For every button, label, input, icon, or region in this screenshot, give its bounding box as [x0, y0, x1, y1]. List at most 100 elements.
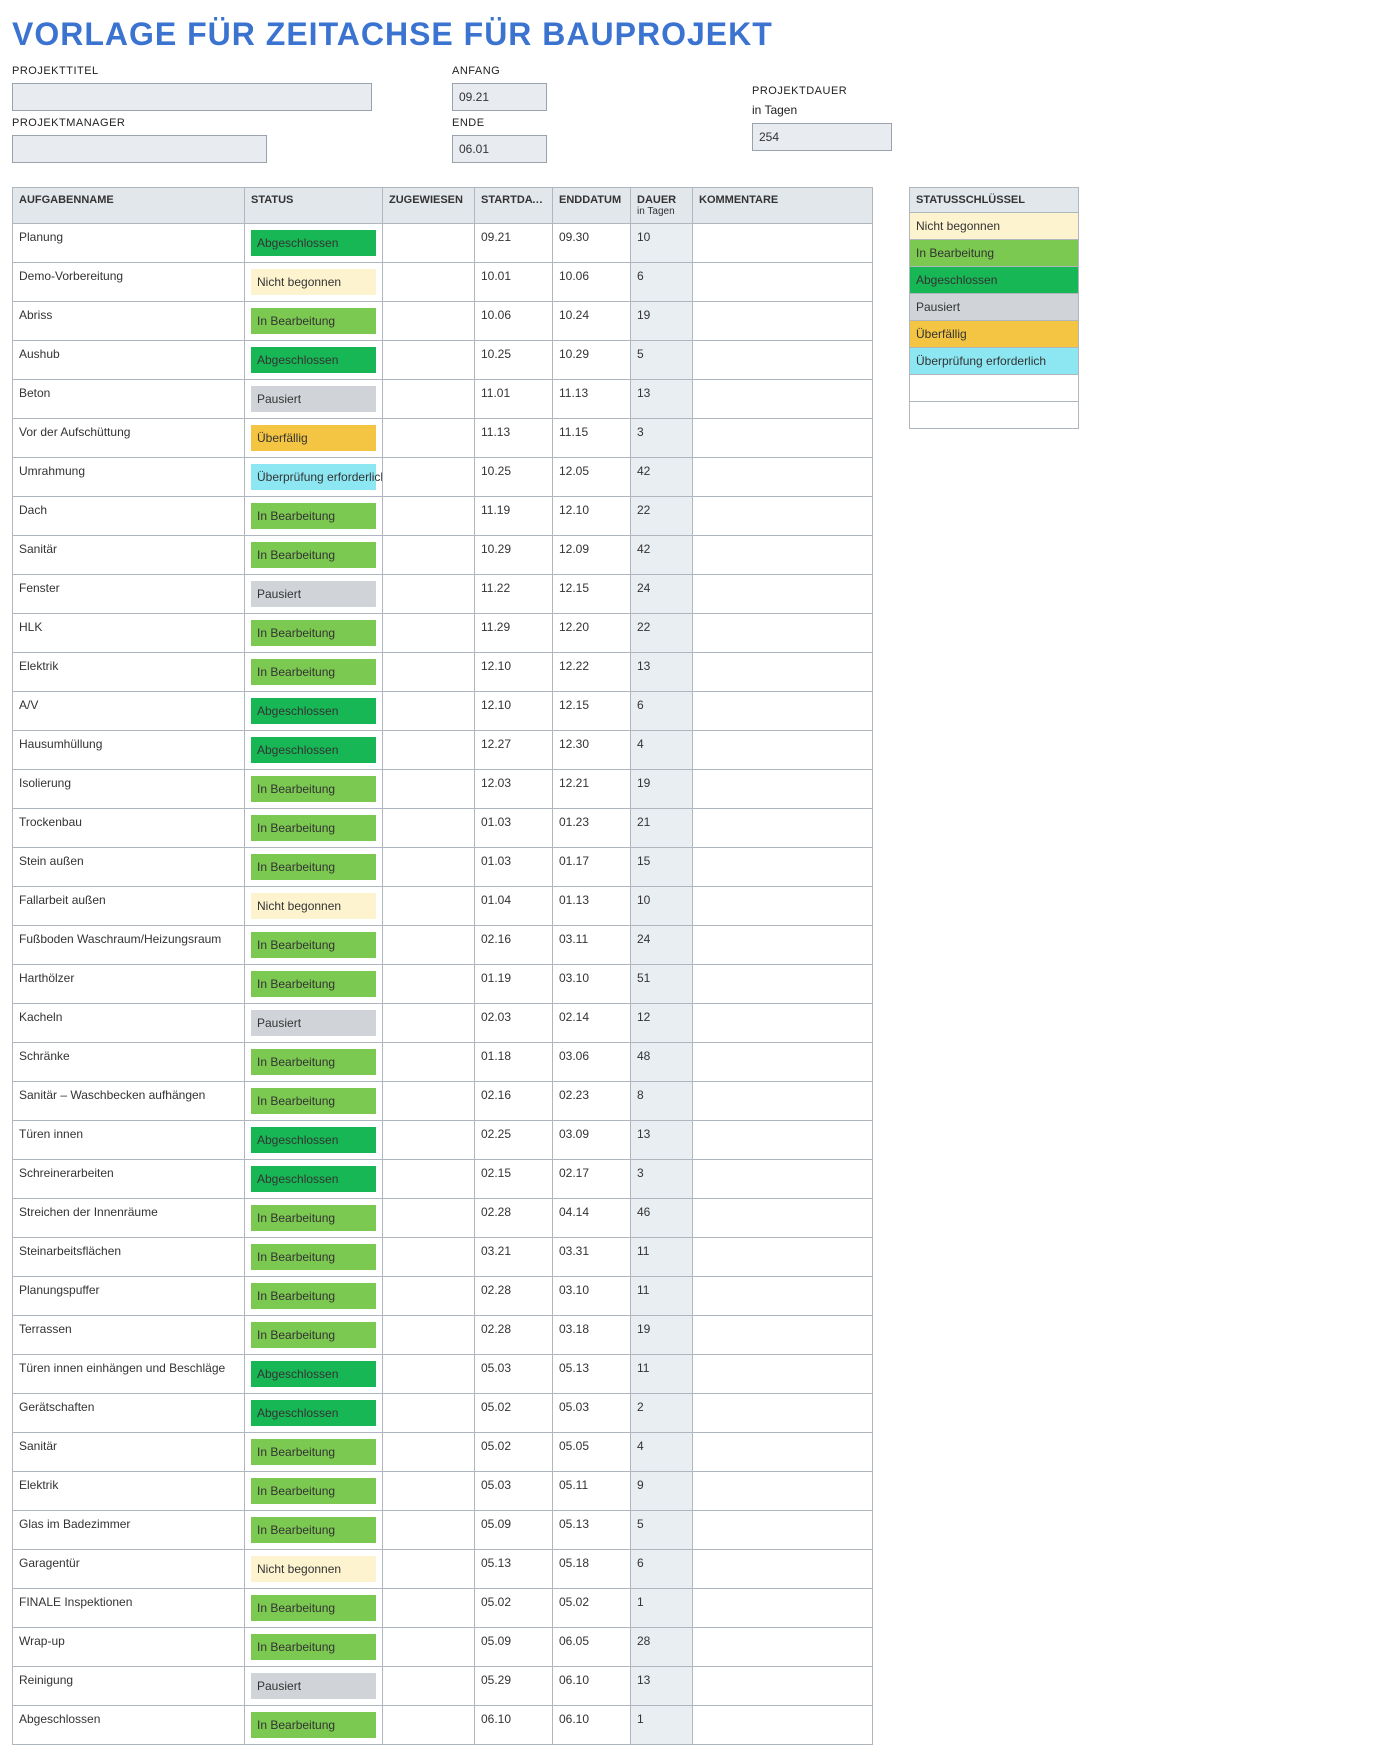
- task-comments[interactable]: [693, 848, 873, 887]
- task-start[interactable]: 05.09: [475, 1511, 553, 1550]
- task-comments[interactable]: [693, 380, 873, 419]
- task-end[interactable]: 05.03: [553, 1394, 631, 1433]
- task-end[interactable]: 06.05: [553, 1628, 631, 1667]
- task-name[interactable]: Streichen der Innenräume: [13, 1199, 245, 1238]
- task-start[interactable]: 02.15: [475, 1160, 553, 1199]
- task-assigned[interactable]: [383, 536, 475, 575]
- task-name[interactable]: Sanitär: [13, 1433, 245, 1472]
- task-assigned[interactable]: [383, 458, 475, 497]
- task-comments[interactable]: [693, 575, 873, 614]
- task-status[interactable]: In Bearbeitung: [245, 770, 383, 809]
- task-status[interactable]: In Bearbeitung: [245, 1433, 383, 1472]
- project-manager-input[interactable]: [12, 135, 267, 163]
- end-input[interactable]: 06.01: [452, 135, 547, 163]
- task-assigned[interactable]: [383, 1160, 475, 1199]
- task-assigned[interactable]: [383, 692, 475, 731]
- task-start[interactable]: 02.28: [475, 1199, 553, 1238]
- task-start[interactable]: 05.02: [475, 1433, 553, 1472]
- task-name[interactable]: Elektrik: [13, 653, 245, 692]
- task-end[interactable]: 05.05: [553, 1433, 631, 1472]
- task-comments[interactable]: [693, 1433, 873, 1472]
- task-status[interactable]: Nicht begonnen: [245, 1550, 383, 1589]
- task-end[interactable]: 03.11: [553, 926, 631, 965]
- task-status[interactable]: In Bearbeitung: [245, 653, 383, 692]
- task-end[interactable]: 01.13: [553, 887, 631, 926]
- task-comments[interactable]: [693, 887, 873, 926]
- task-start[interactable]: 05.02: [475, 1394, 553, 1433]
- task-status[interactable]: In Bearbeitung: [245, 1199, 383, 1238]
- task-name[interactable]: Elektrik: [13, 1472, 245, 1511]
- task-end[interactable]: 04.14: [553, 1199, 631, 1238]
- task-start[interactable]: 01.19: [475, 965, 553, 1004]
- project-title-input[interactable]: [12, 83, 372, 111]
- task-start[interactable]: 11.19: [475, 497, 553, 536]
- task-name[interactable]: Reinigung: [13, 1667, 245, 1706]
- task-status[interactable]: Abgeschlossen: [245, 1394, 383, 1433]
- task-comments[interactable]: [693, 1199, 873, 1238]
- task-end[interactable]: 02.23: [553, 1082, 631, 1121]
- task-start[interactable]: 05.09: [475, 1628, 553, 1667]
- task-name[interactable]: Planungspuffer: [13, 1277, 245, 1316]
- task-assigned[interactable]: [383, 380, 475, 419]
- task-end[interactable]: 05.13: [553, 1511, 631, 1550]
- task-start[interactable]: 05.03: [475, 1472, 553, 1511]
- task-start[interactable]: 12.03: [475, 770, 553, 809]
- task-start[interactable]: 02.03: [475, 1004, 553, 1043]
- task-assigned[interactable]: [383, 848, 475, 887]
- task-comments[interactable]: [693, 1004, 873, 1043]
- task-end[interactable]: 03.06: [553, 1043, 631, 1082]
- task-end[interactable]: 10.24: [553, 302, 631, 341]
- task-comments[interactable]: [693, 224, 873, 263]
- task-name[interactable]: Beton: [13, 380, 245, 419]
- task-assigned[interactable]: [383, 1550, 475, 1589]
- task-assigned[interactable]: [383, 809, 475, 848]
- task-assigned[interactable]: [383, 1472, 475, 1511]
- task-assigned[interactable]: [383, 1433, 475, 1472]
- task-start[interactable]: 05.13: [475, 1550, 553, 1589]
- task-name[interactable]: Sanitär – Waschbecken aufhängen: [13, 1082, 245, 1121]
- task-comments[interactable]: [693, 809, 873, 848]
- task-assigned[interactable]: [383, 1043, 475, 1082]
- task-comments[interactable]: [693, 1355, 873, 1394]
- task-start[interactable]: 12.27: [475, 731, 553, 770]
- task-start[interactable]: 10.01: [475, 263, 553, 302]
- task-name[interactable]: Harthölzer: [13, 965, 245, 1004]
- task-name[interactable]: Fenster: [13, 575, 245, 614]
- task-assigned[interactable]: [383, 1316, 475, 1355]
- task-end[interactable]: 02.17: [553, 1160, 631, 1199]
- task-comments[interactable]: [693, 1706, 873, 1745]
- task-name[interactable]: Isolierung: [13, 770, 245, 809]
- task-status[interactable]: Abgeschlossen: [245, 692, 383, 731]
- task-name[interactable]: Fußboden Waschraum/Heizungsraum: [13, 926, 245, 965]
- task-comments[interactable]: [693, 926, 873, 965]
- task-end[interactable]: 03.10: [553, 965, 631, 1004]
- task-start[interactable]: 02.16: [475, 1082, 553, 1121]
- task-name[interactable]: A/V: [13, 692, 245, 731]
- task-end[interactable]: 03.31: [553, 1238, 631, 1277]
- task-status[interactable]: In Bearbeitung: [245, 1472, 383, 1511]
- task-status[interactable]: In Bearbeitung: [245, 809, 383, 848]
- task-assigned[interactable]: [383, 1004, 475, 1043]
- task-name[interactable]: Gerätschaften: [13, 1394, 245, 1433]
- task-start[interactable]: 06.10: [475, 1706, 553, 1745]
- task-comments[interactable]: [693, 692, 873, 731]
- task-assigned[interactable]: [383, 1355, 475, 1394]
- task-start[interactable]: 11.29: [475, 614, 553, 653]
- task-end[interactable]: 05.18: [553, 1550, 631, 1589]
- task-end[interactable]: 01.23: [553, 809, 631, 848]
- task-status[interactable]: In Bearbeitung: [245, 1628, 383, 1667]
- task-status[interactable]: Pausiert: [245, 1004, 383, 1043]
- task-status[interactable]: Überfällig: [245, 419, 383, 458]
- task-end[interactable]: 12.22: [553, 653, 631, 692]
- task-status[interactable]: Pausiert: [245, 380, 383, 419]
- task-status[interactable]: In Bearbeitung: [245, 497, 383, 536]
- task-name[interactable]: Türen innen: [13, 1121, 245, 1160]
- task-end[interactable]: 12.21: [553, 770, 631, 809]
- task-assigned[interactable]: [383, 614, 475, 653]
- task-status[interactable]: Abgeschlossen: [245, 341, 383, 380]
- task-assigned[interactable]: [383, 770, 475, 809]
- task-assigned[interactable]: [383, 497, 475, 536]
- task-end[interactable]: 03.09: [553, 1121, 631, 1160]
- task-start[interactable]: 09.21: [475, 224, 553, 263]
- task-status[interactable]: In Bearbeitung: [245, 1082, 383, 1121]
